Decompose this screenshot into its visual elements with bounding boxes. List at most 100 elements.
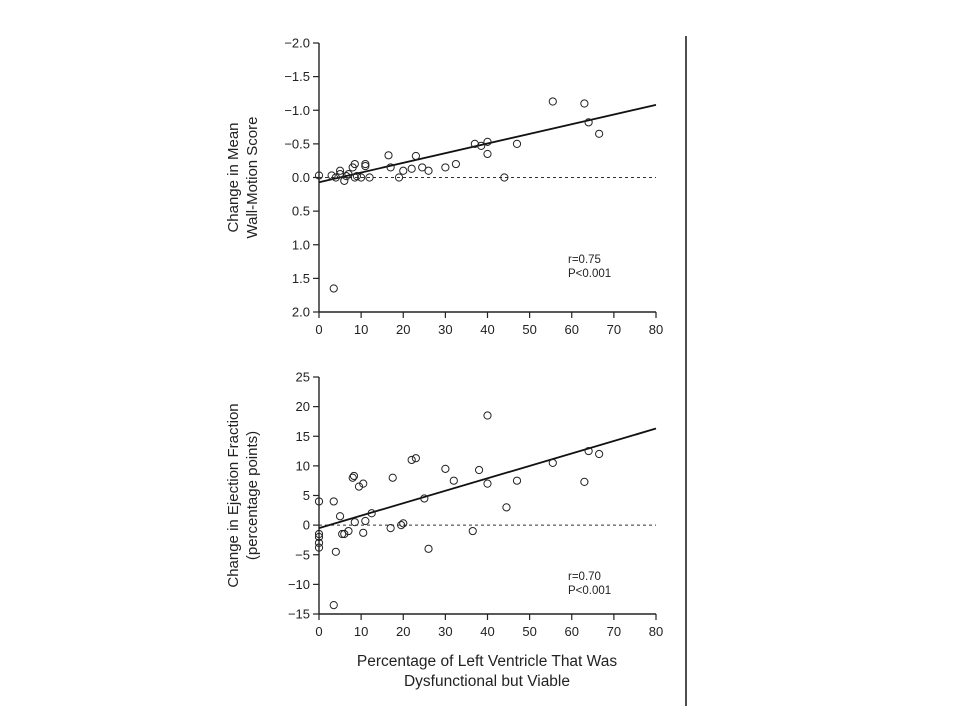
data-point (329, 284, 338, 293)
data-point (352, 172, 362, 181)
data-point (348, 473, 357, 482)
x-tick-label: 0 (315, 624, 322, 639)
data-point (357, 173, 366, 182)
data-point (483, 149, 492, 159)
data-point (512, 476, 522, 485)
data-point (580, 99, 589, 108)
data-point (340, 529, 349, 539)
data-point (359, 528, 368, 537)
wall-motion-score-chart: −2.0 −1.5 −1.0 −0.5 0.0 0.5 1.0 1.5 2.0 0 10 20 30 40… (225, 36, 663, 338)
data-point (424, 544, 433, 553)
data-point (548, 458, 557, 468)
data-point (512, 139, 522, 148)
y-tick-label: 0.5 (292, 204, 310, 219)
data-point (483, 137, 492, 146)
data-point (367, 509, 376, 518)
y-tick-label: 20 (296, 399, 310, 414)
data-point (331, 547, 340, 556)
data-point (451, 159, 461, 169)
data-point (483, 479, 492, 488)
data-point (361, 159, 370, 169)
data-point (361, 516, 370, 526)
data-point (411, 151, 420, 161)
data-point (418, 163, 427, 172)
data-point (361, 161, 370, 171)
data-point (548, 97, 557, 106)
x-axis-caption-line1: Percentage of Left Ventricle That Was (357, 653, 617, 670)
data-point (388, 473, 397, 482)
x-tick-label: 20 (396, 624, 410, 639)
data-point (350, 173, 359, 182)
y-tick-label: 1.0 (292, 237, 310, 252)
x-tick-label: 10 (354, 322, 368, 337)
data-point (595, 449, 604, 459)
data-point (584, 446, 593, 456)
data-point (500, 173, 509, 182)
data-point (477, 141, 486, 150)
x-tick-label: 70 (607, 624, 621, 639)
data-point (314, 538, 324, 548)
data-point (502, 503, 511, 512)
data-point (394, 173, 404, 182)
data-point (314, 171, 324, 180)
data-point (340, 176, 349, 185)
y-tick-label: −5 (295, 547, 310, 562)
data-point (441, 464, 450, 473)
y-tick-label: 5 (303, 488, 310, 503)
data-point (335, 512, 345, 521)
y-tick-label: 15 (296, 429, 310, 444)
x-tick-label: 30 (438, 624, 452, 639)
data-point (397, 521, 406, 530)
y-tick-label: −0.5 (284, 136, 310, 151)
data-point (449, 476, 458, 485)
data-point (327, 171, 336, 180)
x-tick-label: 40 (480, 322, 494, 337)
y-tick-label: 2.0 (292, 305, 310, 320)
data-point (399, 519, 408, 528)
data-point (329, 497, 338, 506)
data-point (386, 523, 395, 533)
data-point (580, 477, 589, 486)
y-tick-label: −1.5 (284, 69, 310, 84)
y-axis-title-line1: Change in Ejection Fraction (225, 403, 242, 587)
data-point (468, 526, 477, 536)
y-tick-label: −2.0 (284, 36, 310, 51)
data-point (365, 173, 374, 182)
y-tick-label: −15 (288, 607, 310, 622)
data-point (407, 455, 416, 465)
y-tick-label: 0 (303, 518, 310, 533)
data-point (349, 471, 359, 481)
data-point (329, 601, 338, 610)
data-point (424, 166, 433, 175)
data-point (386, 163, 395, 172)
x-tick-label: 60 (565, 624, 579, 639)
data-point (314, 529, 324, 539)
data-point (441, 163, 450, 172)
regression-line (318, 103, 657, 184)
data-point (344, 526, 353, 536)
y-tick-label: −1.0 (284, 103, 310, 118)
data-point (314, 543, 324, 552)
regression-line (318, 427, 657, 529)
data-point (384, 151, 393, 160)
data-point (350, 159, 359, 169)
x-tick-label: 40 (480, 624, 494, 639)
x-tick-label: 60 (565, 322, 579, 337)
data-point (314, 532, 324, 542)
x-axis-caption-line2: Dysfunctional but Viable (404, 673, 570, 690)
x-tick-label: 80 (649, 322, 663, 337)
y-tick-label: 25 (296, 370, 310, 385)
y-tick-label: 1.5 (292, 271, 310, 286)
y-axis-title-line1: Change in Mean (225, 122, 242, 232)
data-point (411, 454, 420, 463)
x-tick-label: 50 (522, 322, 536, 337)
p-value-label: P<0.001 (568, 268, 611, 280)
x-tick-label: 0 (315, 322, 322, 337)
data-point (483, 411, 492, 420)
x-tick-label: 70 (607, 322, 621, 337)
y-axis-title-line2: Wall-Motion Score (244, 117, 261, 239)
x-tick-label: 10 (354, 624, 368, 639)
y-tick-label: 0.0 (292, 170, 310, 185)
data-point (584, 118, 593, 127)
